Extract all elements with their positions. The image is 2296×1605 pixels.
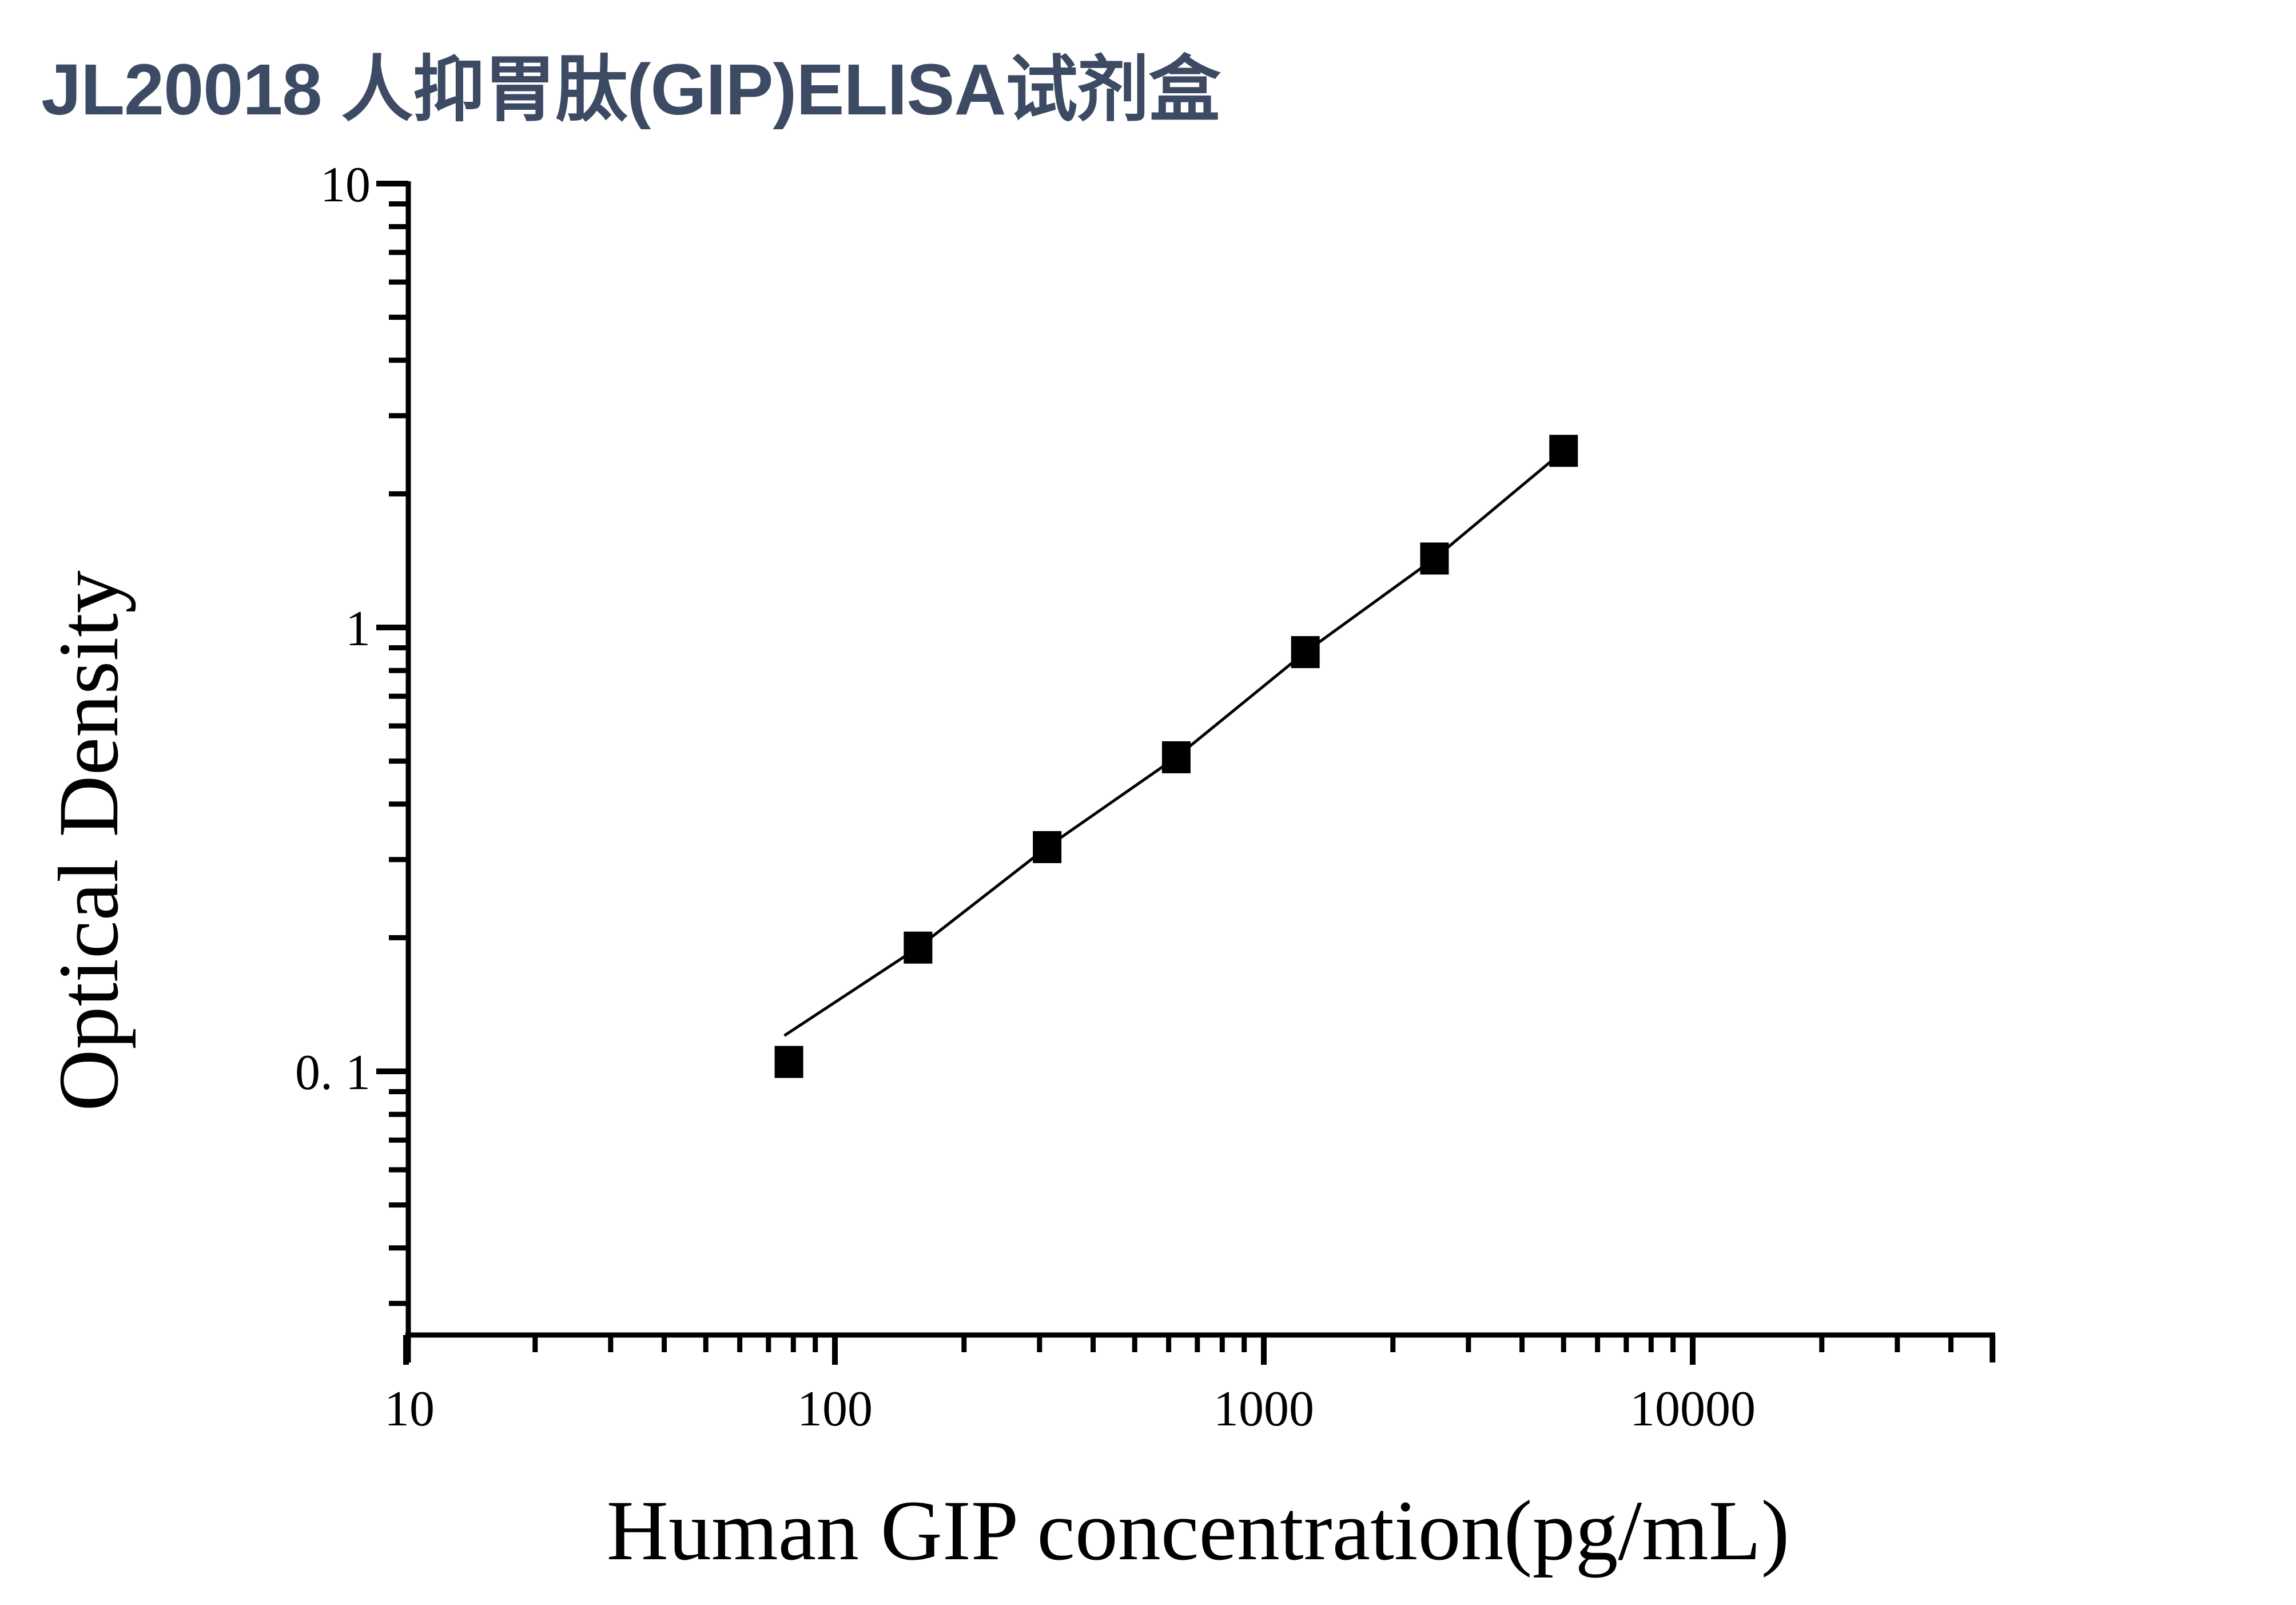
- data-point-marker: [904, 931, 933, 964]
- x-axis-tick-labels: 10 100 1000 10000: [384, 1381, 1756, 1437]
- data-point-marker: [1033, 831, 1062, 864]
- x-axis-title: Human GIP concentration(pg/mL): [607, 1483, 1790, 1578]
- axis-ticks: [376, 181, 1996, 1365]
- y-tick-label-1: 1: [345, 601, 371, 657]
- page-title: JL20018 人抑胃肽(GIP)ELISA试剂盒: [41, 49, 1220, 130]
- data-point-marker: [1291, 636, 1320, 669]
- x-tick-label-10: 10: [384, 1381, 435, 1437]
- data-points: [774, 435, 1578, 1078]
- y-tick-label-0-1: 0. 1: [295, 1045, 371, 1101]
- data-point-marker: [774, 1046, 803, 1078]
- data-point-marker: [1161, 741, 1191, 773]
- data-point-marker: [1549, 435, 1578, 467]
- y-axis-title: Optical Density: [41, 570, 136, 1111]
- data-point-marker: [1420, 542, 1449, 575]
- y-axis-tick-labels: 10 1 0. 1: [295, 157, 371, 1101]
- x-tick-label-100: 100: [797, 1381, 873, 1437]
- plot-axes: [405, 181, 1995, 1362]
- x-tick-label-1000: 1000: [1213, 1381, 1314, 1437]
- x-tick-label-10000: 10000: [1630, 1381, 1756, 1437]
- y-tick-label-10: 10: [320, 157, 371, 213]
